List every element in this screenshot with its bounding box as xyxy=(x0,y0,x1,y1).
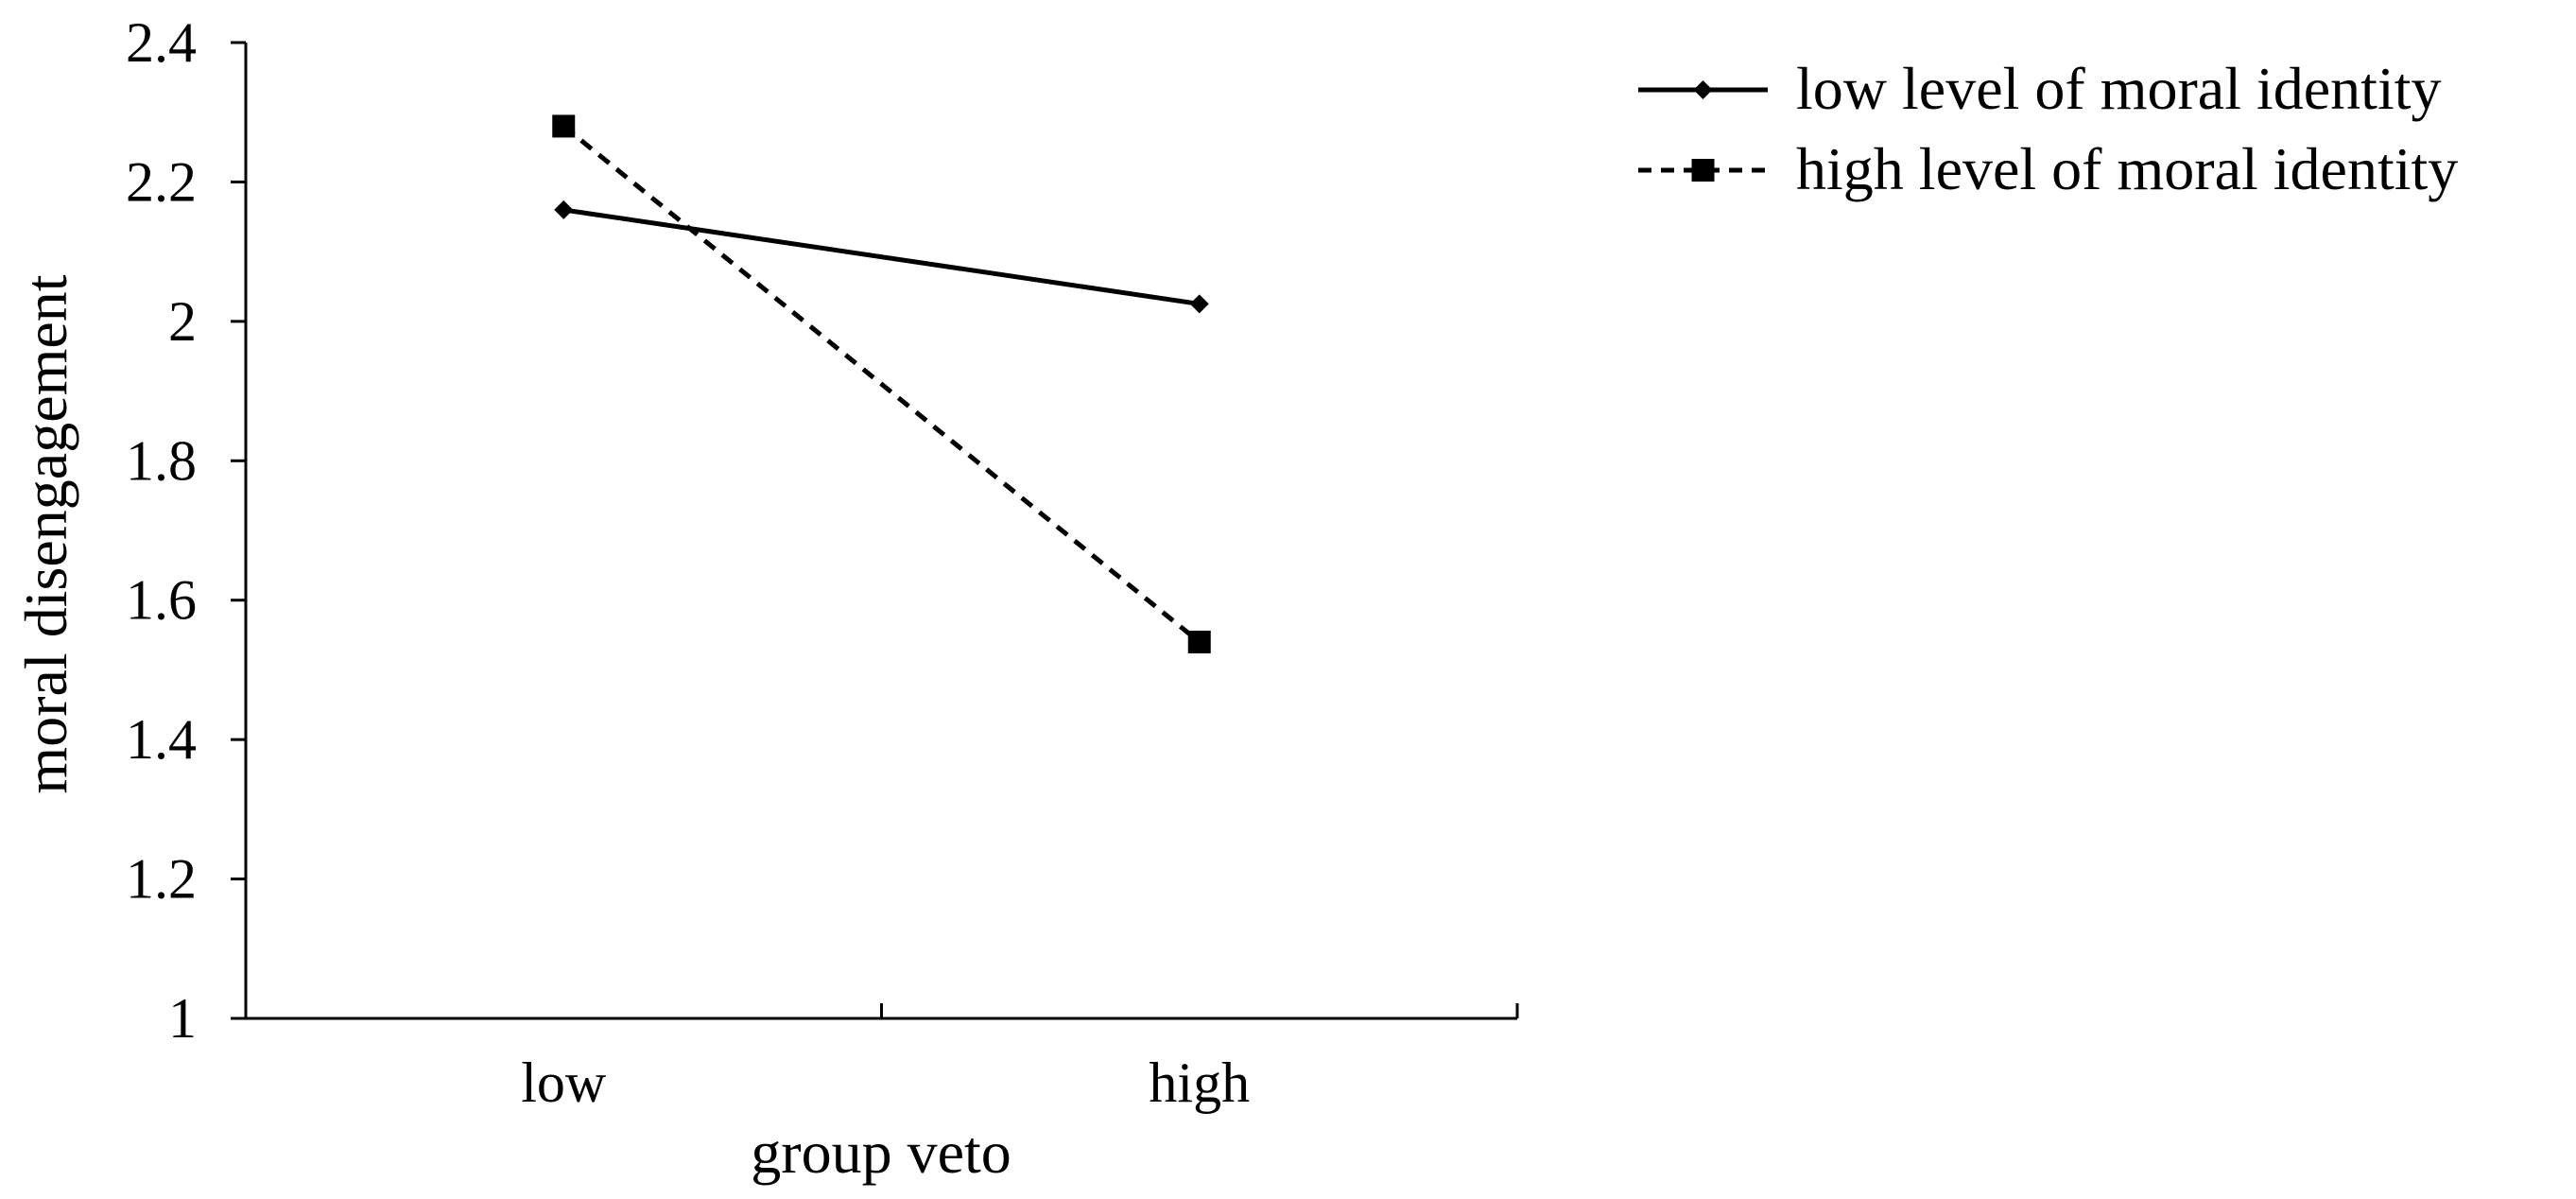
y-ticks: 1 1.2 1.4 1.6 1.8 2 2.2 2.4 xyxy=(126,11,246,1050)
y-tick-label: 1.4 xyxy=(126,708,197,771)
legend-marker-1 xyxy=(1693,80,1713,99)
axes xyxy=(244,43,1517,1020)
legend-marker-2 xyxy=(1691,159,1715,182)
y-tick-label: 2 xyxy=(168,290,197,353)
series-1-point xyxy=(554,200,574,219)
series xyxy=(552,114,1211,653)
y-tick-label: 2.4 xyxy=(126,11,197,74)
y-tick-label: 1.2 xyxy=(126,848,197,911)
x-axis-title: group veto xyxy=(751,1119,1011,1186)
series-line-2 xyxy=(562,124,1202,644)
series-2-point xyxy=(552,114,576,138)
series-2-point xyxy=(1187,630,1211,653)
series-1-point xyxy=(1189,294,1209,314)
legend-label-1: low level of moral identity xyxy=(1796,55,2442,122)
series-line-1 xyxy=(562,207,1201,306)
y-axis-title: moral disengagement xyxy=(12,274,79,793)
x-tick-label-low: low xyxy=(521,1051,607,1114)
legend-label-2: high level of moral identity xyxy=(1796,135,2458,202)
x-ticks: low high xyxy=(244,1003,1519,1114)
y-tick-label: 1 xyxy=(168,987,197,1050)
legend: low level of moral identity high level of… xyxy=(1638,55,2458,202)
x-tick-label-high: high xyxy=(1149,1051,1250,1114)
y-tick-label: 1.6 xyxy=(126,569,197,632)
y-tick-label: 2.2 xyxy=(126,150,197,213)
y-tick-label: 1.8 xyxy=(126,429,197,492)
